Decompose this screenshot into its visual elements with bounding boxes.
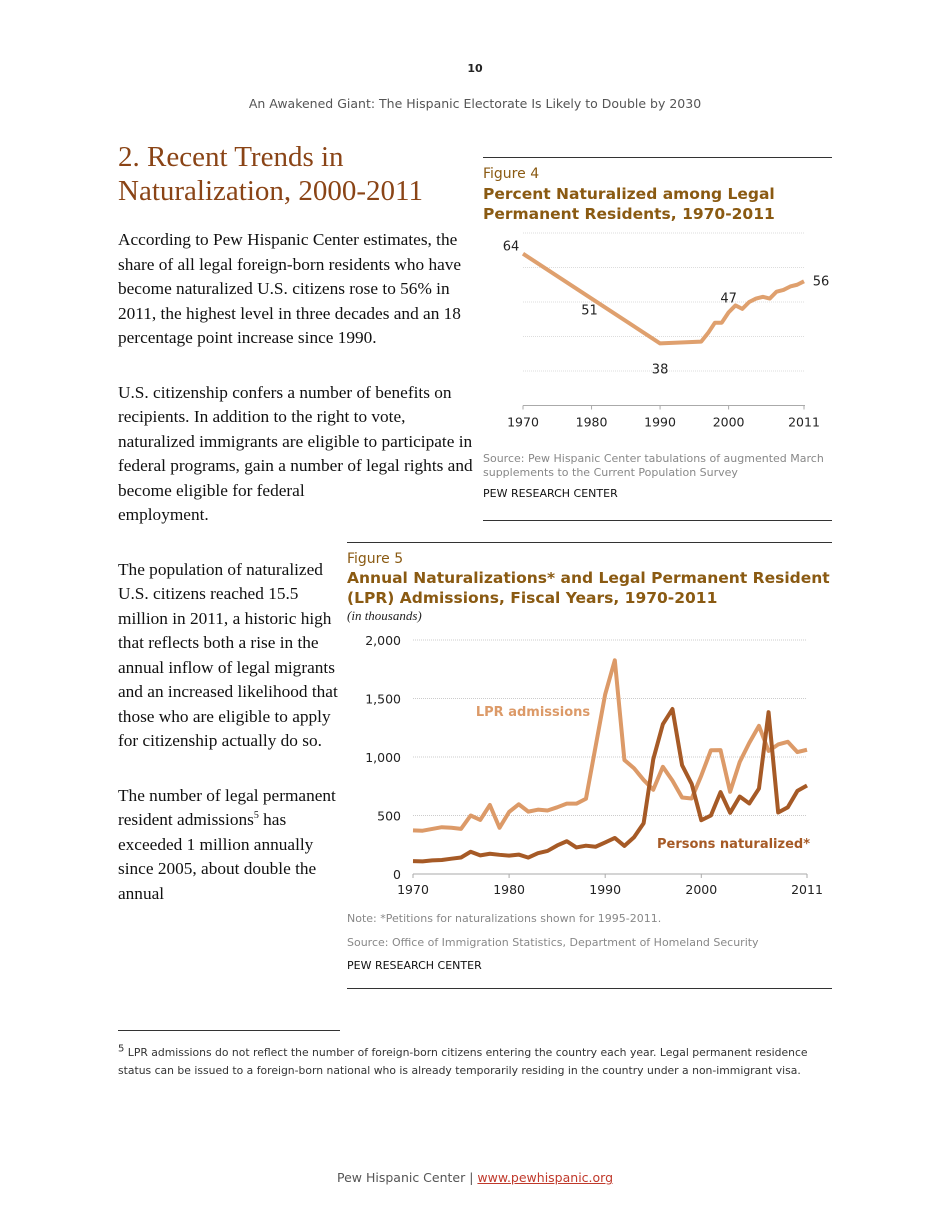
x-tick-label: 2011: [788, 415, 820, 430]
figure-bottom-rule: [483, 520, 832, 521]
figure-bottom-rule: [347, 988, 832, 989]
figure-4-chart: 1970 1980 1990 2000 2011 64 51 38 47 56: [503, 232, 830, 430]
y-tick-label: 500: [377, 809, 401, 824]
paragraph-text: The number of legal permanent resident a…: [118, 785, 336, 830]
x-tick-label: 1970: [507, 415, 539, 430]
y-tick-label: 2,000: [365, 633, 401, 648]
website-link[interactable]: www.pewhispanic.org: [477, 1170, 614, 1185]
data-label: 47: [720, 291, 737, 306]
body-text: According to Pew Hispanic Center estimat…: [118, 228, 480, 1020]
y-tick-label: 1,500: [365, 692, 401, 707]
running-head: An Awakened Giant: The Hispanic Electora…: [248, 96, 702, 111]
paragraph: According to Pew Hispanic Center estimat…: [118, 230, 462, 347]
data-label: 51: [581, 304, 598, 319]
x-tick-label: 2011: [791, 882, 823, 897]
figure-4: Figure 4 Percent Naturalized among Legal…: [483, 157, 832, 521]
paragraph: The population of naturalized U.S. citiz…: [118, 559, 338, 751]
data-label: 38: [652, 362, 669, 377]
footnote-rule: [118, 1030, 340, 1031]
page-number: 10: [467, 62, 483, 75]
footnote-text: LPR admissions do not reflect the number…: [118, 1046, 808, 1077]
figure-label: Figure 5: [347, 551, 404, 567]
figure-credit: PEW RESEARCH CENTER: [347, 959, 482, 972]
x-tick-label: 2000: [685, 882, 717, 897]
figure-credit: PEW RESEARCH CENTER: [483, 487, 618, 500]
y-tick-label: 0: [393, 867, 401, 882]
x-tick-label: 1980: [576, 415, 608, 430]
page-footer: Pew Hispanic Center | www.pewhispanic.or…: [0, 1170, 950, 1185]
x-tick-label: 1980: [493, 882, 525, 897]
figure-title: Annual Naturalizations* and Legal Perman…: [347, 569, 830, 607]
y-tick-label: 1,000: [365, 750, 401, 765]
legend-label-lpr: LPR admissions: [476, 705, 591, 720]
section-title: 2. Recent Trends in Naturalization, 2000…: [118, 141, 423, 207]
paragraph: The number of legal permanent resident a…: [118, 784, 480, 907]
figure-label: Figure 4: [483, 166, 540, 182]
footer-org: Pew Hispanic Center |: [336, 1170, 478, 1185]
paragraph-text: has exceeded 1 million annually since 20…: [118, 810, 317, 903]
x-tick-label: 1970: [397, 882, 429, 897]
figure-source: Source: Office of Immigration Statistics…: [347, 936, 759, 949]
data-label: 56: [813, 274, 830, 289]
figure-note: Note: *Petitions for naturalizations sho…: [347, 912, 662, 925]
footnote-ref[interactable]: 5: [253, 810, 259, 822]
x-tick-label: 1990: [644, 415, 676, 430]
figure-source: Source: Pew Hispanic Center tabulations …: [483, 452, 824, 479]
legend-label-naturalized: Persons naturalized*: [657, 837, 810, 852]
footnote-mark: 5: [118, 1043, 125, 1055]
figure-5-chart: 0 500 1,000 1,500 2,000 1970 1980 1990 2000 2011 L…: [365, 633, 823, 897]
series-line-lpr: [412, 658, 808, 833]
figure-subtitle: (in thousands): [347, 608, 422, 623]
figure-title: Percent Naturalized among Legal Permanen…: [483, 185, 775, 223]
paragraph: U.S. citizenship confers a number of ben…: [118, 382, 473, 525]
footnote: 5 LPR admissions do not reflect the numb…: [118, 1044, 838, 1080]
figure-5: Figure 5 Annual Naturalizations* and Leg…: [347, 542, 832, 989]
series-line: [521, 252, 805, 346]
data-label: 64: [503, 240, 520, 255]
series-line-naturalized: [412, 707, 808, 864]
x-tick-label: 2000: [713, 415, 745, 430]
x-tick-label: 1990: [589, 882, 621, 897]
